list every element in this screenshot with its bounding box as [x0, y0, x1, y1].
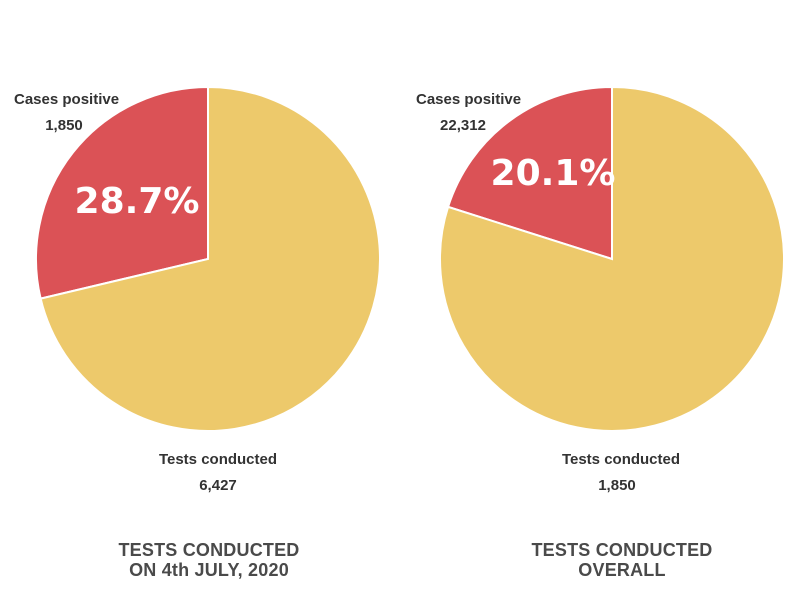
caption-line: ON 4th JULY, 2020 [129, 560, 289, 580]
caption-line: OVERALL [578, 560, 666, 580]
slice-label-cases-positive: Cases positive [416, 91, 521, 108]
chart-caption-2: TESTS CONDUCTED OVERALL [462, 540, 782, 580]
pie-chart-2: 20.1% Cases positive 22,312 Tests conduc… [416, 85, 786, 494]
slice-value-cases-positive: 22,312 [440, 117, 486, 134]
slice-label-tests-conducted: Tests conducted [159, 451, 277, 468]
caption-line: TESTS CONDUCTED [118, 540, 300, 560]
caption-line: TESTS CONDUCTED [531, 540, 713, 560]
slice-label-tests-conducted: Tests conducted [562, 451, 680, 468]
slice-value-tests-conducted: 1,850 [598, 477, 636, 494]
percent-label: 28.7% [75, 181, 200, 222]
slice-label-cases-positive: Cases positive [14, 91, 119, 108]
chart-caption-1: TESTS CONDUCTED ON 4th JULY, 2020 [49, 540, 369, 580]
slice-value-cases-positive: 1,850 [45, 117, 83, 134]
pie-slice-tests-conducted [439, 85, 786, 432]
pie-chart-1: 28.7% Cases positive 1,850 Tests conduct… [14, 85, 381, 494]
slice-value-tests-conducted: 6,427 [199, 477, 237, 494]
percent-label: 20.1% [491, 153, 616, 194]
pie-slice-cases-positive [446, 85, 613, 261]
pie-slice-tests-conducted [39, 85, 381, 432]
pie-slice-cases-positive [35, 85, 209, 300]
